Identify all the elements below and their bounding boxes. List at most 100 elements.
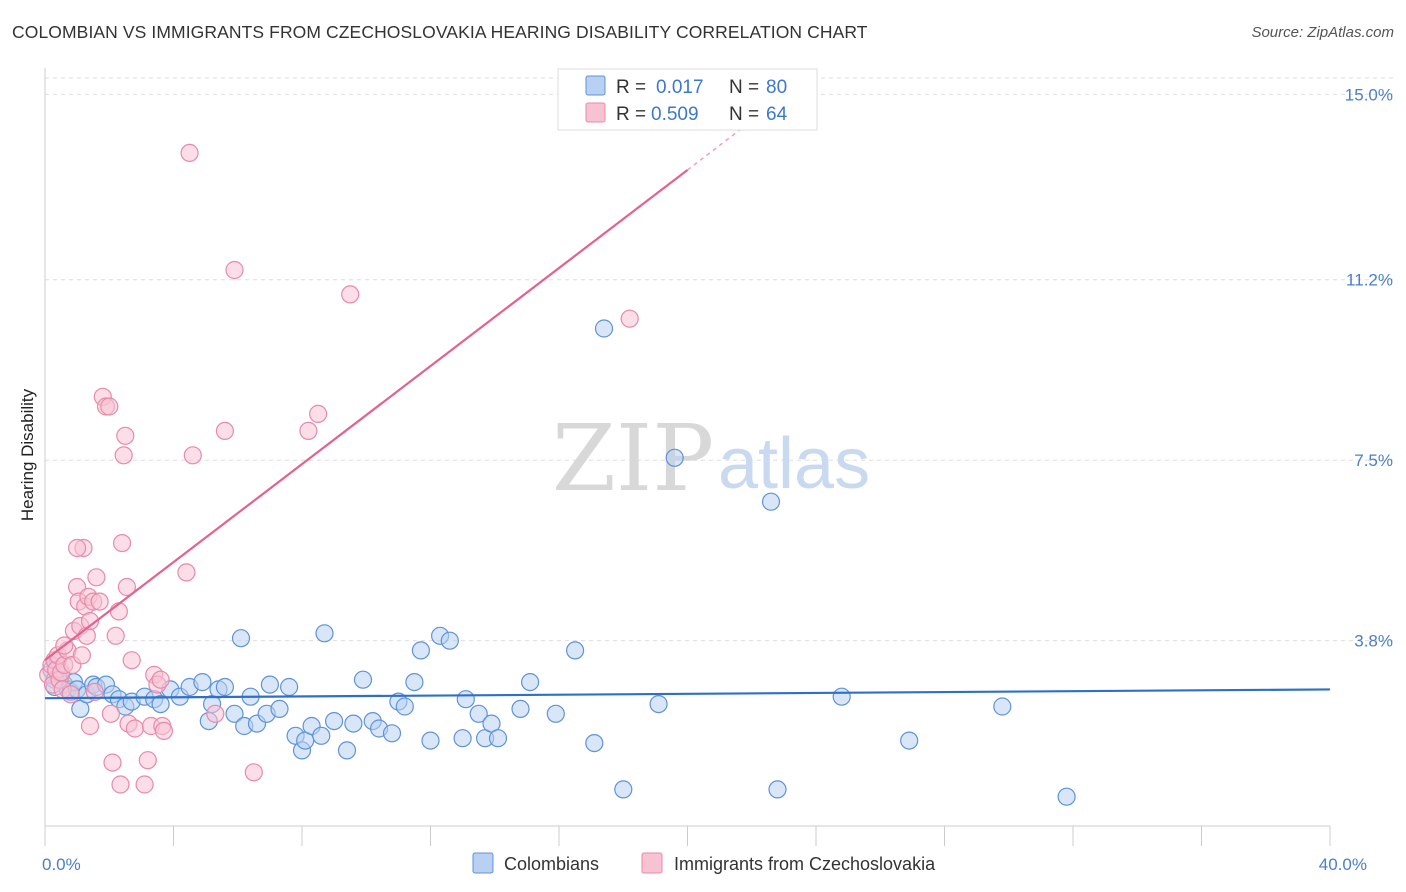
point-colombians-68 (585, 733, 604, 753)
point-colombians-57 (440, 631, 459, 650)
point-colombians-45 (337, 741, 357, 760)
point-czechoslovakia-17 (72, 646, 92, 665)
y-axis-title: Hearing Disability (18, 388, 37, 521)
bottom-legend-label-czechoslovakia: Immigrants from Czechoslovakia (674, 854, 936, 874)
point-colombians-75 (832, 687, 851, 706)
point-colombians-37 (280, 677, 299, 697)
point-czechoslovakia-52 (183, 446, 202, 465)
point-czechoslovakia-49 (154, 721, 173, 741)
point-czechoslovakia-32 (106, 626, 125, 645)
watermark-zip: ZIP (552, 405, 714, 512)
watermark-atlas: atlas (718, 424, 870, 504)
point-czechoslovakia-33 (109, 602, 129, 621)
legend-r-label-czechoslovakia: R = (616, 104, 646, 125)
point-colombians-71 (649, 694, 668, 714)
point-czechoslovakia-22 (80, 611, 100, 631)
chart-title: COLOMBIAN VS IMMIGRANTS FROM CZECHOSLOVA… (12, 22, 868, 42)
point-colombians-65 (520, 672, 540, 692)
point-czechoslovakia-29 (100, 397, 119, 416)
point-czechoslovakia-25 (87, 568, 106, 587)
point-czechoslovakia-54 (215, 421, 234, 440)
point-czechoslovakia-57 (299, 421, 318, 440)
point-czechoslovakia-55 (225, 260, 244, 280)
axes: 3.8% 7.5% 11.2% 15.0% 0.0% 40.0% (42, 68, 1393, 874)
point-colombians-35 (260, 675, 279, 694)
legend-r-label-colombians: R = (616, 77, 646, 98)
point-colombians-76 (900, 731, 919, 750)
point-czechoslovakia-56 (244, 763, 263, 782)
point-czechoslovakia-41 (125, 719, 144, 738)
point-colombians-77 (993, 697, 1012, 716)
point-colombians-74 (768, 780, 787, 799)
y-tick-label-0: 3.8% (1354, 632, 1393, 651)
point-czechoslovakia-50 (177, 563, 196, 582)
point-colombians-46 (344, 714, 363, 733)
gridlines (45, 77, 1393, 642)
point-colombians-70 (614, 780, 633, 799)
point-colombians-69 (594, 319, 614, 338)
point-colombians-47 (353, 670, 373, 689)
point-czechoslovakia-38 (117, 577, 137, 597)
source-label: Source: ZipAtlas.com (1251, 24, 1394, 41)
point-colombians-53 (405, 672, 424, 692)
point-colombians-73 (761, 492, 781, 511)
point-colombians-42 (312, 726, 331, 745)
bottom-legend: Colombians Immigrants from Czechoslovaki… (472, 852, 936, 874)
point-colombians-60 (469, 704, 488, 723)
point-czechoslovakia-24 (85, 682, 104, 702)
legend-swatch-czechoslovakia (585, 102, 606, 123)
point-colombians-54 (411, 641, 430, 660)
y-tick-label-3: 15.0% (1345, 85, 1393, 104)
point-czechoslovakia-37 (116, 426, 135, 445)
point-czechoslovakia-26 (90, 592, 109, 611)
point-czechoslovakia-34 (111, 775, 130, 794)
point-colombians-24 (193, 672, 212, 692)
point-czechoslovakia-47 (151, 670, 170, 689)
point-colombians-50 (382, 724, 402, 743)
point-colombians-58 (453, 729, 472, 748)
x-tick-label-0: 0.0% (42, 855, 81, 874)
point-colombians-66 (546, 704, 565, 723)
trend-line-colombians (44, 688, 1331, 700)
point-czechoslovakia-36 (114, 446, 133, 465)
point-colombians-67 (565, 641, 585, 660)
point-colombians-30 (231, 629, 251, 648)
y-tick-label-1: 7.5% (1354, 451, 1393, 470)
point-czechoslovakia-31 (103, 753, 122, 772)
point-czechoslovakia-40 (122, 651, 141, 670)
point-colombians-43 (315, 624, 334, 643)
y-tick-label-2: 11.2% (1346, 271, 1393, 290)
point-czechoslovakia-11 (61, 685, 80, 704)
point-colombians-52 (395, 697, 414, 716)
point-colombians-59 (456, 690, 475, 709)
point-colombians-64 (511, 699, 530, 719)
point-colombians-29 (225, 704, 244, 723)
point-czechoslovakia-53 (206, 704, 225, 723)
point-colombians-44 (325, 711, 344, 731)
legend-n-value-colombians: 80 (766, 77, 787, 98)
legend: R = 0.017 N = 80 R = 0.509 N = 64 (557, 68, 818, 131)
legend-r-value-czechoslovakia: 0.509 (651, 104, 699, 125)
bottom-legend-swatch-czechoslovakia (641, 852, 663, 874)
legend-n-label-czechoslovakia: N = (729, 104, 759, 125)
point-czechoslovakia-51 (180, 143, 199, 162)
point-czechoslovakia-58 (309, 404, 328, 423)
legend-swatch-colombians (585, 75, 606, 96)
bottom-legend-label-colombians: Colombians (504, 854, 599, 874)
point-czechoslovakia-20 (77, 626, 96, 645)
x-tick-label-1: 40.0% (1319, 855, 1367, 874)
point-czechoslovakia-59 (341, 285, 360, 304)
point-colombians-72 (665, 448, 684, 467)
point-czechoslovakia-43 (138, 751, 157, 770)
point-czechoslovakia-42 (135, 775, 154, 794)
point-colombians-78 (1057, 787, 1076, 806)
legend-n-label-colombians: N = (729, 77, 759, 98)
point-czechoslovakia-61 (67, 538, 87, 558)
point-colombians-55 (421, 731, 440, 750)
point-colombians-20 (151, 694, 170, 714)
point-czechoslovakia-63 (80, 716, 100, 736)
trend-line-czechoslovakia (44, 169, 689, 662)
point-colombians-28 (215, 677, 234, 697)
legend-r-value-colombians: 0.017 (656, 77, 704, 98)
